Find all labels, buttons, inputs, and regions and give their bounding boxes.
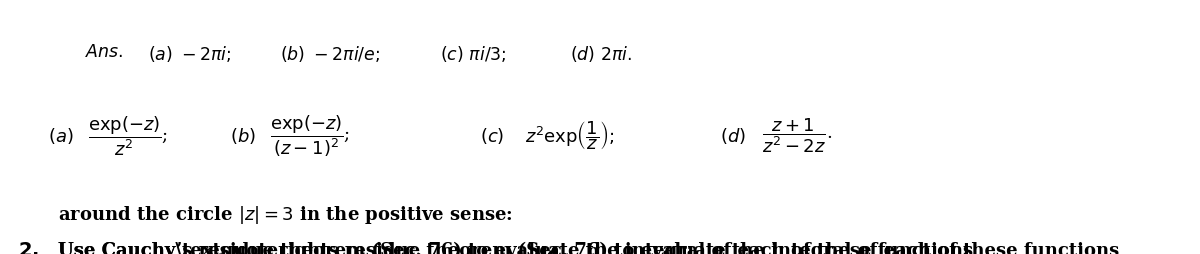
Text: $\mathit{Ans.}$: $\mathit{Ans.}$ — [85, 44, 124, 61]
Text: $(a)$: $(a)$ — [48, 126, 73, 146]
Text: $\dfrac{\exp(-z)}{(z-1)^2}$;: $\dfrac{\exp(-z)}{(z-1)^2}$; — [270, 113, 350, 159]
Text: around the circle $|z| = 3$ in the positive sense:: around the circle $|z| = 3$ in the posit… — [58, 204, 512, 226]
Text: $\mathbf{2.}$: $\mathbf{2.}$ — [18, 242, 38, 254]
Text: Use Cauchy\textquoterights residue theorem (Sec. 76) to evaluate the integral of: Use Cauchy\textquoterights residue theor… — [58, 242, 1120, 254]
Text: $\dfrac{z+1}{z^2-2z}$.: $\dfrac{z+1}{z^2-2z}$. — [762, 117, 833, 155]
Text: $(c)$: $(c)$ — [480, 126, 504, 146]
Text: $\dfrac{\exp(-z)}{z^2}$;: $\dfrac{\exp(-z)}{z^2}$; — [88, 114, 168, 158]
Text: $z^2\exp\!\left(\dfrac{1}{z}\right);$: $z^2\exp\!\left(\dfrac{1}{z}\right);$ — [526, 119, 614, 152]
Text: Use Cauchy’s residue theorem (Sec. 76) to evaluate the integral of each of these: Use Cauchy’s residue theorem (Sec. 76) t… — [58, 242, 973, 254]
Text: $(d)$: $(d)$ — [720, 126, 746, 146]
Text: $(b)$: $(b)$ — [230, 126, 256, 146]
Text: $(b)\ -2\pi i/e;$: $(b)\ -2\pi i/e;$ — [280, 44, 380, 64]
Text: $(d)\ 2\pi i.$: $(d)\ 2\pi i.$ — [570, 44, 632, 64]
Text: $(c)\ \pi i/3;$: $(c)\ \pi i/3;$ — [440, 44, 506, 64]
Text: $(a)\ -2\pi i;$: $(a)\ -2\pi i;$ — [148, 44, 232, 64]
